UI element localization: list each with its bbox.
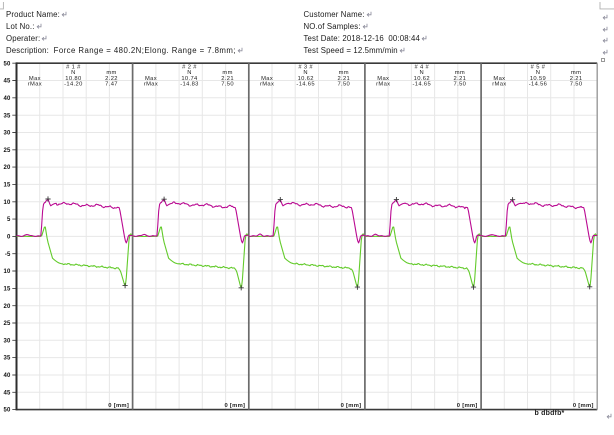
- svg-text:N: N: [71, 70, 76, 76]
- svg-text:25: 25: [4, 148, 12, 154]
- svg-text:0 [mm]: 0 [mm]: [108, 403, 129, 409]
- svg-text:7.50: 7.50: [570, 82, 583, 88]
- svg-text:7.50: 7.50: [337, 82, 350, 88]
- svg-text:# 2 #: # 2 #: [182, 65, 197, 71]
- svg-text:mm: mm: [455, 70, 465, 76]
- svg-text:-14.65: -14.65: [296, 82, 315, 88]
- svg-text:mm: mm: [571, 70, 581, 76]
- svg-text:40: 40: [4, 373, 12, 379]
- svg-text:10: 10: [4, 200, 12, 206]
- svg-text:# 5 #: # 5 #: [531, 65, 546, 71]
- svg-text:10: 10: [4, 269, 12, 275]
- svg-text:Max: Max: [145, 76, 157, 82]
- svg-text:rMax: rMax: [28, 82, 42, 88]
- svg-text:10.62: 10.62: [414, 76, 430, 82]
- svg-text:rMax: rMax: [260, 82, 274, 88]
- svg-text:7.50: 7.50: [221, 82, 234, 88]
- svg-text:# 3 #: # 3 #: [298, 65, 313, 71]
- svg-text:30: 30: [4, 338, 12, 344]
- svg-text:20: 20: [4, 165, 12, 171]
- svg-text:10.74: 10.74: [181, 76, 198, 82]
- svg-text:15: 15: [4, 183, 12, 189]
- svg-text:10.59: 10.59: [530, 76, 546, 82]
- svg-text:0: 0: [7, 235, 11, 241]
- svg-text:2.21: 2.21: [337, 76, 350, 82]
- svg-text:30: 30: [4, 131, 12, 137]
- svg-text:2.21: 2.21: [570, 76, 583, 82]
- svg-text:0 [mm]: 0 [mm]: [573, 403, 594, 409]
- svg-text:mm: mm: [222, 70, 232, 76]
- svg-text:7.47: 7.47: [105, 82, 118, 88]
- svg-text:2.21: 2.21: [454, 76, 467, 82]
- svg-text:-14.65: -14.65: [413, 82, 432, 88]
- svg-text:0 [mm]: 0 [mm]: [224, 403, 245, 409]
- svg-text:0 [mm]: 0 [mm]: [457, 403, 478, 409]
- svg-text:7.50: 7.50: [454, 82, 467, 88]
- svg-text:# 1 #: # 1 #: [66, 65, 81, 71]
- svg-text:50: 50: [4, 408, 12, 414]
- svg-text:mm: mm: [339, 70, 349, 76]
- svg-text:-14.56: -14.56: [529, 82, 548, 88]
- svg-text:Max: Max: [377, 76, 389, 82]
- svg-text:-14.20: -14.20: [64, 82, 83, 88]
- svg-text:10.62: 10.62: [298, 76, 314, 82]
- svg-text:-5: -5: [5, 252, 11, 258]
- svg-text:45: 45: [4, 79, 12, 85]
- svg-text:N: N: [420, 70, 425, 76]
- svg-text:Max: Max: [29, 76, 41, 82]
- svg-text:rMax: rMax: [492, 82, 506, 88]
- svg-text:40: 40: [4, 96, 12, 102]
- svg-text:Max: Max: [261, 76, 273, 82]
- svg-text:10.80: 10.80: [65, 76, 81, 82]
- svg-text:50: 50: [4, 61, 12, 67]
- svg-text:N: N: [536, 70, 541, 76]
- svg-text:35: 35: [4, 356, 12, 362]
- svg-text:N: N: [303, 70, 308, 76]
- svg-text:20: 20: [4, 304, 12, 310]
- svg-text:# 4 #: # 4 #: [414, 65, 429, 71]
- svg-text:-14.83: -14.83: [180, 82, 199, 88]
- svg-text:rMax: rMax: [376, 82, 390, 88]
- svg-text:N: N: [187, 70, 192, 76]
- svg-text:45: 45: [4, 390, 12, 396]
- svg-text:Max: Max: [493, 76, 505, 82]
- svg-text:35: 35: [4, 113, 12, 119]
- svg-text:15: 15: [4, 287, 12, 293]
- svg-text:rMax: rMax: [144, 82, 158, 88]
- svg-text:2.22: 2.22: [105, 76, 118, 82]
- svg-text:0 [mm]: 0 [mm]: [341, 403, 362, 409]
- svg-text:2.21: 2.21: [221, 76, 234, 82]
- svg-text:mm: mm: [106, 70, 116, 76]
- svg-text:25: 25: [4, 321, 12, 327]
- svg-text:5: 5: [7, 217, 11, 223]
